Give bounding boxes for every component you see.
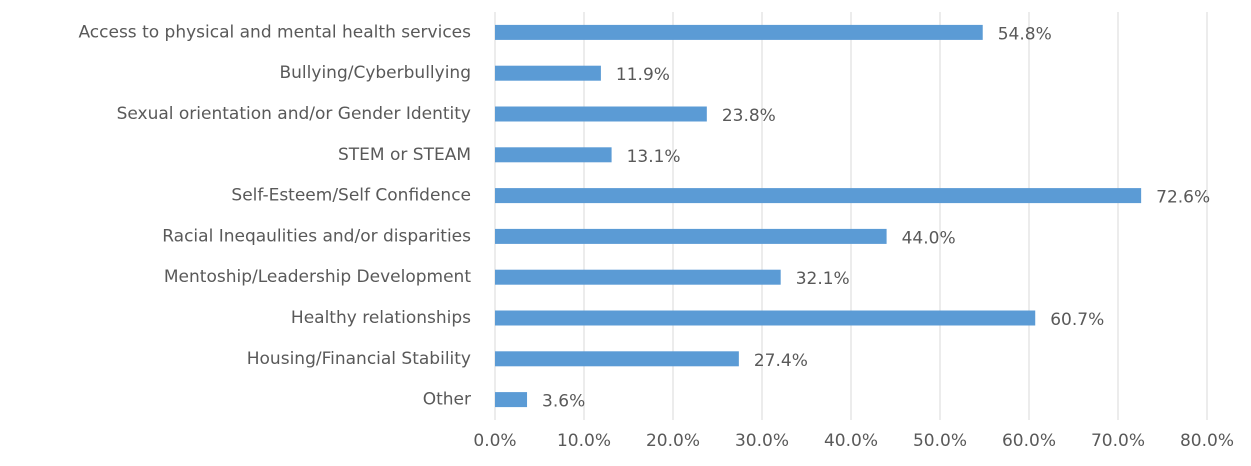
y-tick-label: Other xyxy=(423,390,471,410)
data-label: 60.7% xyxy=(1050,310,1104,330)
bar xyxy=(495,24,983,40)
data-label: 11.9% xyxy=(616,65,670,85)
data-label: 27.4% xyxy=(754,351,808,371)
y-tick-label: STEM or STEAM xyxy=(338,145,471,165)
x-tick-label: 70.0% xyxy=(1091,431,1145,451)
y-tick-label: Self-Esteem/Self Confidence xyxy=(231,186,471,206)
x-tick-label: 30.0% xyxy=(735,431,789,451)
y-tick-label: Access to physical and mental health ser… xyxy=(78,22,471,42)
y-tick-label: Mentoship/Leadership Development xyxy=(164,267,471,287)
data-label: 13.1% xyxy=(627,147,681,167)
x-tick-label: 80.0% xyxy=(1180,431,1234,451)
bar xyxy=(495,65,601,81)
y-tick-label: Healthy relationships xyxy=(291,308,471,328)
y-tick-label: Housing/Financial Stability xyxy=(247,349,471,369)
bar xyxy=(495,351,739,367)
data-label: 54.8% xyxy=(998,24,1052,44)
x-tick-label: 60.0% xyxy=(1002,431,1056,451)
bar xyxy=(495,147,612,163)
data-label: 44.0% xyxy=(902,228,956,248)
bar xyxy=(495,269,781,285)
x-tick-label: 0.0% xyxy=(473,431,516,451)
data-label: 72.6% xyxy=(1156,188,1210,208)
y-tick-label: Racial Ineqaulities and/or disparities xyxy=(162,226,471,246)
y-tick-label: Sexual orientation and/or Gender Identit… xyxy=(117,104,471,124)
bar xyxy=(495,188,1142,204)
data-label: 3.6% xyxy=(542,392,585,412)
x-tick-label: 40.0% xyxy=(824,431,878,451)
bar xyxy=(495,106,707,122)
data-label: 23.8% xyxy=(722,106,776,126)
x-tick-label: 50.0% xyxy=(913,431,967,451)
bar xyxy=(495,228,887,244)
x-tick-label: 10.0% xyxy=(557,431,611,451)
data-label: 32.1% xyxy=(796,269,850,289)
bar xyxy=(495,310,1036,326)
x-tick-label: 20.0% xyxy=(646,431,700,451)
y-tick-label: Bullying/Cyberbullying xyxy=(280,63,472,83)
bar xyxy=(495,392,528,408)
